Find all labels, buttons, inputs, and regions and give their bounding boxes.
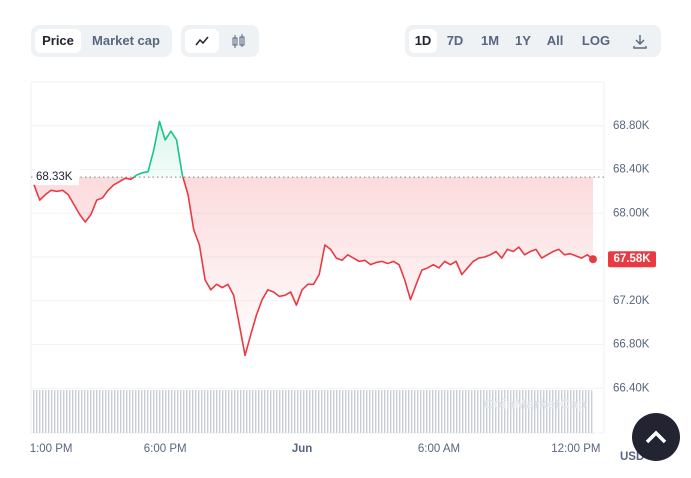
tab[interactable]: Price bbox=[35, 29, 81, 53]
range[interactable]: 1Y bbox=[515, 33, 531, 48]
x-tick-label: 6:00 AM bbox=[418, 443, 460, 455]
x-tick-label: 1:00 PM bbox=[30, 443, 73, 455]
x-tick-label: Jun bbox=[292, 443, 312, 455]
scroll-top-button[interactable] bbox=[632, 413, 680, 461]
last-label-bg bbox=[608, 251, 656, 268]
tab-group: Price Market cap bbox=[31, 25, 172, 57]
candle-icon[interactable] bbox=[221, 29, 255, 53]
x-tick-label: 6:00 PM bbox=[144, 443, 187, 455]
last-point bbox=[589, 255, 597, 264]
volume-bars bbox=[32, 390, 594, 433]
line-icon[interactable] bbox=[185, 29, 219, 53]
price-line bbox=[33, 120, 594, 357]
y-tick-label: 66.40K bbox=[613, 382, 650, 394]
y-tick-label: 68.40K bbox=[613, 164, 650, 176]
y-tick-label: 68.80K bbox=[613, 120, 650, 132]
range[interactable]: LOG bbox=[581, 33, 611, 48]
reference-label: 68.33K bbox=[36, 171, 73, 183]
y-tick-label: 67.20K bbox=[613, 295, 650, 307]
y-tick-label: 67.60K bbox=[613, 251, 650, 263]
last-value-label: 67.58K bbox=[613, 253, 651, 265]
x-tick-label: 12:00 PM bbox=[551, 443, 600, 455]
tab[interactable]: Market cap bbox=[92, 33, 160, 48]
area bbox=[34, 121, 593, 356]
range[interactable]: 7D bbox=[446, 33, 464, 48]
plot-frame bbox=[30, 81, 605, 434]
download-icon[interactable] bbox=[625, 29, 655, 53]
range[interactable]: 1D bbox=[409, 29, 437, 53]
chart-type-group bbox=[181, 25, 259, 57]
range[interactable]: All bbox=[546, 33, 564, 48]
range[interactable]: 1M bbox=[480, 33, 500, 48]
reference-label-bg bbox=[33, 169, 79, 186]
range-group: 1D 7D 1M 1Y All LOG bbox=[405, 25, 661, 57]
y-tick-label: 68.00K bbox=[613, 207, 650, 219]
y-tick-label: 66.80K bbox=[613, 339, 650, 351]
watermark: CoinMarketCap bbox=[484, 396, 587, 412]
